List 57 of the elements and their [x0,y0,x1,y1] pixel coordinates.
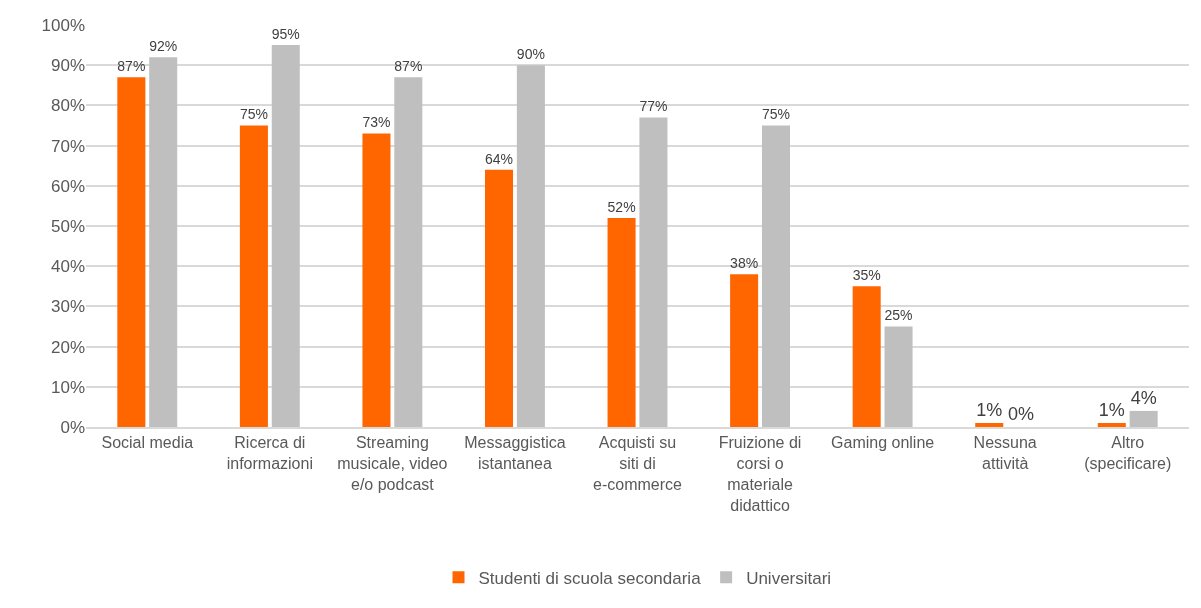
bar [730,274,759,427]
data-label: 73% [362,114,391,131]
data-label: 4% [1130,387,1157,408]
y-tick-label: 10% [50,377,85,397]
data-label: 92% [149,38,178,55]
data-label: 38% [730,255,759,272]
bar [852,286,881,427]
bar [362,133,391,427]
y-tick-label: 20% [50,337,85,357]
x-tick-label: Altro (specificare) [1084,434,1172,472]
data-label: 87% [394,58,423,75]
data-label: 90% [516,46,545,63]
x-tick-label: Nessuna attività [973,434,1037,472]
data-label: 75% [239,106,268,123]
y-tick-label: 40% [50,257,85,277]
data-label: 0% [1008,404,1035,424]
bar [394,77,423,427]
y-tick-label: 0% [60,417,85,437]
legend-label: Universitari [746,568,832,588]
bar [149,57,178,427]
data-label: 95% [271,25,300,42]
data-label: 35% [852,267,881,284]
y-tick-label: 80% [50,96,85,116]
bar [975,422,1004,427]
y-tick-label: 90% [50,56,85,76]
bar [761,125,791,427]
y-tick-label: 30% [50,297,85,317]
x-tick-label: Social media [101,434,194,452]
x-tick-label: Streaming musicale, video e/o podcast [337,434,448,493]
bar [271,45,300,427]
bar [1097,422,1126,427]
data-label: 64% [484,150,514,167]
data-label: 87% [117,58,146,75]
bar [516,65,545,427]
data-label: 75% [761,106,791,123]
x-tick-label: Messaggistica istantanea [464,434,566,472]
bar [117,77,146,427]
y-tick-label: 70% [50,136,85,156]
bar [607,217,636,427]
x-tick-label: Acquisti su siti di e-commerce [593,434,683,493]
legend-label: Studenti di scuola secondaria [478,568,702,588]
y-tick-label: 60% [50,176,85,196]
x-tick-label: Gaming online [831,434,935,452]
y-tick-label: 100% [41,15,85,35]
x-tick-label: Fruizione di corsi o materiale didattico [718,434,802,514]
data-label: 1% [1098,399,1125,420]
bar [639,117,668,427]
data-label: 1% [976,399,1003,420]
data-label: 77% [639,98,668,115]
y-tick-label: 50% [50,216,85,236]
data-label: 52% [607,198,636,215]
data-label: 25% [884,307,913,324]
bar [484,169,514,427]
x-tick-label: Ricerca di informazioni [226,434,313,472]
bar [884,326,913,427]
bar [239,125,268,427]
bar [1129,410,1158,427]
